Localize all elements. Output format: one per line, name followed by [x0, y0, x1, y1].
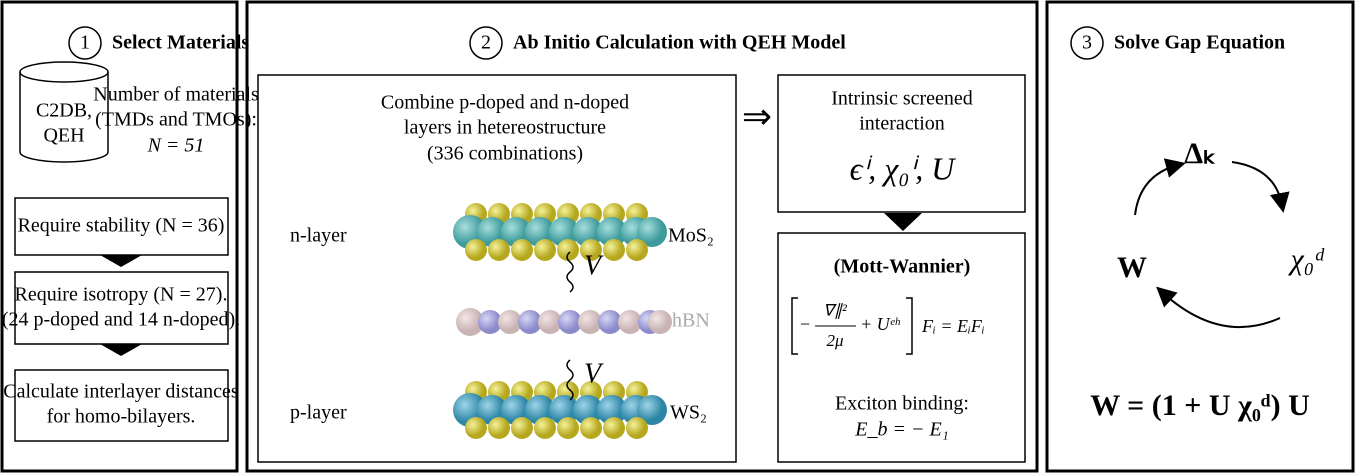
- atom: [465, 239, 487, 261]
- coupling-line: [566, 251, 574, 293]
- step-badge: [1070, 26, 1104, 60]
- cycle-arrow: [1231, 161, 1290, 213]
- atom: [618, 310, 642, 334]
- atom: [478, 310, 502, 334]
- atom: [580, 239, 602, 261]
- atom: [534, 417, 556, 439]
- atom: [597, 217, 627, 247]
- flow-arrow: ⇒: [742, 96, 772, 136]
- filter-text: for homo-bilayers.: [47, 406, 196, 428]
- atom: [511, 417, 533, 439]
- cycle-arrow: [1134, 158, 1186, 216]
- atom: [538, 310, 562, 334]
- screened-formula: ϵⁱ, χ₀ⁱ, U: [850, 150, 957, 186]
- combine-text: layers in hetereostructure: [404, 117, 606, 139]
- cycle-arrow: [1156, 286, 1281, 329]
- equation-part: ∇∥²: [823, 303, 848, 320]
- atom: [557, 239, 579, 261]
- atom: [637, 395, 667, 425]
- layer-side: p-layer: [290, 402, 347, 424]
- layer-material: MoS₂: [668, 225, 714, 247]
- atom: [498, 310, 522, 334]
- atom: [597, 395, 627, 425]
- panel: [1045, 0, 1355, 473]
- filter-text: (24 p-doped and 14 n-doped).: [2, 309, 240, 331]
- atom: [488, 239, 510, 261]
- step-number: 1: [80, 32, 90, 54]
- count-text: N = 51: [147, 135, 205, 157]
- coupling-label: V: [584, 250, 604, 281]
- filter-text: Calculate interlayer distances: [3, 381, 239, 403]
- equation-part: + Uᵉʰ: [860, 314, 900, 334]
- screened-box: [777, 74, 1026, 213]
- step-badge: [68, 26, 102, 60]
- atom: [598, 310, 622, 334]
- binding-text: E_b = − E₁: [854, 419, 948, 441]
- atom: [603, 239, 625, 261]
- binding-text: Exciton binding:: [835, 393, 969, 415]
- flow-arrow: [884, 213, 922, 231]
- atom: [534, 239, 556, 261]
- filter-text: Require stability (N = 36): [18, 215, 225, 237]
- atoms: [453, 203, 672, 439]
- atom: [580, 417, 602, 439]
- flow-arrow: [100, 255, 142, 267]
- atom: [456, 308, 484, 336]
- screened-title: interaction: [859, 113, 945, 135]
- atom: [637, 217, 667, 247]
- cycle-node: χ₀ᵈ: [1288, 243, 1326, 276]
- filter-box: [14, 369, 229, 442]
- combine-text: (336 combinations): [427, 143, 583, 165]
- atom: [465, 417, 487, 439]
- structure-box: [257, 74, 737, 463]
- atom: [549, 395, 579, 425]
- database-label: C2DB,: [36, 100, 92, 122]
- cycle-node: W: [1117, 251, 1147, 284]
- database-label: QEH: [43, 125, 84, 147]
- layer-side: n-layer: [290, 225, 347, 247]
- atom: [511, 239, 533, 261]
- atom: [578, 310, 602, 334]
- gap-equation: W = (1 + U χ₀ᵈ) U: [1090, 389, 1310, 422]
- bracket: [791, 297, 913, 355]
- atom: [626, 417, 648, 439]
- screened-title: Intrinsic screened: [831, 88, 973, 110]
- atom: [488, 417, 510, 439]
- atom: [549, 217, 579, 247]
- combine-text: Combine p-doped and n-doped: [381, 92, 629, 114]
- step-title: Select Materials: [112, 32, 249, 54]
- database-icon: [19, 61, 109, 83]
- atom: [603, 417, 625, 439]
- atom: [558, 310, 582, 334]
- filter-text: Require isotropy (N = 27).: [15, 284, 228, 306]
- cycle-node: Δₖ: [1184, 137, 1216, 170]
- step-title: Solve Gap Equation: [1114, 32, 1285, 54]
- atom: [573, 395, 603, 425]
- layer-material: hBN: [672, 310, 710, 332]
- step-badge: [469, 26, 503, 60]
- count-text: (TMDs and TMOs):: [95, 109, 257, 131]
- equation-part: −: [800, 314, 810, 334]
- atom: [648, 310, 672, 334]
- step-number: 3: [1082, 32, 1092, 54]
- database-icon: [19, 72, 109, 163]
- step-title: Ab Initio Calculation with QEH Model: [513, 32, 846, 54]
- atom: [518, 310, 542, 334]
- atom: [557, 417, 579, 439]
- panel: [245, 0, 1039, 473]
- mott-title: (Mott-Wannier): [834, 256, 971, 278]
- flow-arrow: [100, 344, 142, 356]
- coupling-label: V: [584, 358, 604, 389]
- mott-box: [777, 232, 1026, 463]
- atom: [573, 217, 603, 247]
- equation-part: 2μ: [826, 331, 843, 350]
- coupling-line: [566, 359, 574, 401]
- atom: [626, 239, 648, 261]
- equation-part: Fᵢ = EᵢFᵢ: [921, 316, 985, 336]
- layer-material: WS₂: [670, 402, 707, 424]
- step-number: 2: [481, 32, 491, 54]
- panel: [0, 0, 239, 473]
- count-text: Number of materials: [93, 84, 259, 106]
